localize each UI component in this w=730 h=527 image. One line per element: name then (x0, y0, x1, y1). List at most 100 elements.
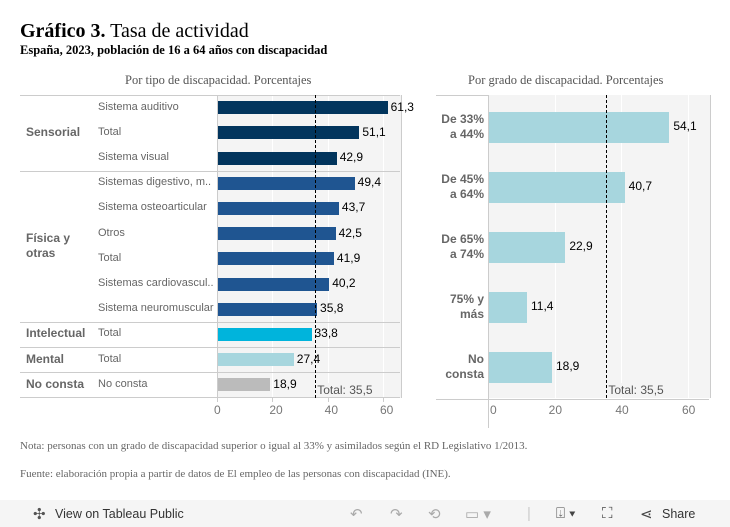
category-label: De 45% a 64% (441, 172, 484, 201)
reference-line (315, 95, 317, 398)
view-on-tableau-link[interactable]: View on Tableau Public (55, 507, 184, 521)
reference-line (606, 95, 608, 398)
group-divider (20, 321, 400, 323)
value-label: 42,9 (339, 150, 364, 164)
tableau-toolbar: ✣ View on Tableau Public ↶ ↷ ⟲ ▭ ▾ | ⍗ ▾… (0, 500, 730, 527)
value-label: 22,9 (569, 239, 593, 253)
group-divider (20, 347, 400, 348)
redo-icon[interactable]: ↷ (390, 506, 403, 523)
category-label: Total (98, 327, 122, 340)
value-label: 40,2 (332, 276, 356, 290)
value-label: 18,9 (273, 376, 297, 391)
bar (218, 126, 360, 140)
bar (218, 176, 355, 190)
category-label: Sistemas cardiovascul.. (98, 277, 214, 289)
category-label: Total (98, 352, 122, 365)
bar (218, 277, 330, 291)
share-button[interactable]: Share (662, 507, 696, 521)
right-panel-title: Por grado de discapacidad. Porcentajes (468, 73, 664, 87)
x-tick-label: 0 (214, 403, 221, 417)
gridline (272, 95, 274, 398)
value-label: 35,8 (320, 301, 344, 316)
chart-subtitle: España, 2023, población de 16 a 64 años … (20, 43, 328, 57)
category-label: Sistema auditivo (98, 100, 179, 113)
tick-mark (272, 398, 274, 402)
bar (218, 378, 271, 392)
bar (218, 327, 312, 341)
bar (489, 112, 670, 143)
reference-label: Total: 35,5 (608, 383, 664, 397)
value-label: 42,5 (338, 225, 362, 240)
group-label: Mental (26, 351, 65, 366)
value-label: 51,1 (362, 124, 386, 139)
category-label: De 65% a 74% (441, 232, 484, 261)
bar (489, 292, 527, 323)
category-label: Sistema osteoarticular (98, 201, 207, 214)
value-label: 41,9 (336, 250, 361, 265)
value-label: 27,4 (296, 351, 321, 366)
value-label: 40,7 (628, 179, 653, 193)
bar (218, 151, 337, 165)
tick-mark (383, 398, 384, 402)
x-tick-label: 60 (682, 403, 696, 417)
value-label: 43,7 (341, 200, 366, 215)
x-tick-label: 20 (548, 403, 563, 417)
value-label: 18,9 (556, 359, 580, 373)
x-tick-label: 0 (490, 403, 497, 417)
bar (218, 353, 294, 367)
bar (218, 201, 339, 215)
category-label: Sistemas digestivo, m.. (98, 176, 212, 189)
category-label: Total (98, 125, 122, 138)
group-label: No consta (26, 376, 85, 391)
x-tick-label: 60 (380, 403, 394, 417)
group-divider (20, 372, 400, 374)
value-label: 49,4 (357, 175, 382, 190)
reference-label: Total: 35,5 (317, 383, 373, 397)
gridline (688, 95, 689, 398)
tick-mark (217, 398, 218, 402)
x-tick-label: 20 (269, 403, 283, 417)
category-label: 75% y más (449, 292, 484, 321)
gridline (327, 95, 329, 398)
bar (489, 172, 625, 203)
source-text: Fuente: elaboración propia a partir de d… (20, 468, 451, 480)
tick-mark (327, 398, 329, 402)
category-label: No consta (98, 377, 148, 390)
chart-title: Gráfico 3. Tasa de actividad (20, 20, 249, 42)
top-border (20, 95, 400, 96)
axis-line (488, 398, 489, 428)
group-label: Física y otras (26, 231, 71, 261)
value-label: 11,4 (531, 299, 554, 313)
divider: | (527, 505, 531, 522)
bar (489, 352, 552, 383)
undo-icon[interactable]: ↶ (350, 506, 363, 523)
share-icon[interactable]: ⋖ (640, 506, 653, 523)
group-label: Sensorial (26, 124, 81, 139)
x-tick-label: 40 (324, 403, 339, 417)
group-divider (20, 170, 400, 172)
category-label: Otros (98, 226, 125, 239)
revert-icon[interactable]: ⟲ (428, 506, 441, 523)
group-divider (20, 397, 400, 399)
value-label: 54,1 (673, 119, 697, 133)
tableau-logo-icon: ✣ (33, 506, 46, 523)
fullscreen-icon[interactable]: ⛶ (602, 505, 613, 522)
value-label: 33,8 (314, 326, 338, 341)
category-label: Sistema neuromuscular (98, 302, 214, 315)
bar (218, 252, 334, 266)
gridline (383, 95, 384, 398)
x-tick-label: 40 (615, 403, 629, 417)
refresh-icon[interactable]: ▭ ▾ (465, 506, 491, 523)
bar (489, 232, 566, 263)
note-text: Nota: personas con un grado de discapaci… (20, 440, 528, 452)
bar (218, 101, 388, 115)
category-label: Total (98, 251, 122, 264)
group-label: Intelectual (26, 326, 86, 341)
bar (218, 302, 318, 316)
value-label: 61,3 (390, 99, 414, 114)
left-panel-title: Por tipo de discapacidad. Porcentajes (125, 73, 312, 87)
category-label: No consta (445, 352, 484, 381)
category-label: De 33% a 44% (441, 112, 484, 141)
download-icon[interactable]: ⍗ ▾ (556, 505, 576, 522)
category-label: Sistema visual (98, 151, 169, 163)
